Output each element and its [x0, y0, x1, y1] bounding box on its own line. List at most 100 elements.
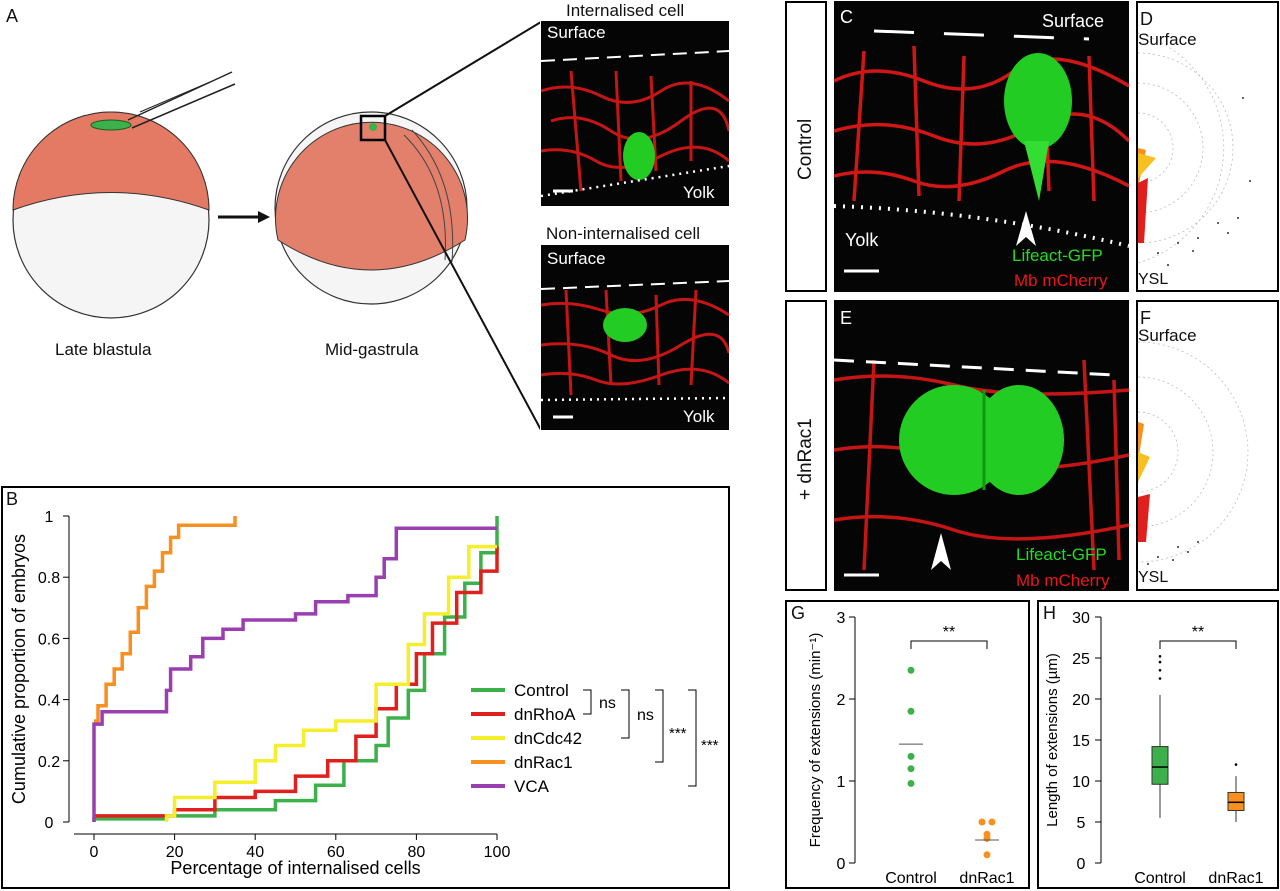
panel-label-h: H — [1043, 603, 1056, 623]
x-tick-label: 0 — [90, 844, 99, 861]
internalised-cell-image: Surface Yolk — [541, 21, 729, 206]
panel-b — [1, 486, 730, 889]
series-line-dncdc42 — [164, 544, 497, 822]
mb-mcherry-label: Mb mCherry — [1014, 271, 1108, 290]
outlier-point — [1158, 677, 1162, 680]
mid-gastrula-label: Mid-gastrula — [325, 340, 419, 359]
late-blastula-embryo — [12, 71, 236, 319]
series-line-dnrac1 — [94, 516, 237, 723]
panel-label-c: C — [840, 7, 853, 27]
significance-label: ns — [599, 695, 616, 712]
row-label-control: Control — [795, 118, 816, 180]
y-tick-label: 0 — [837, 856, 846, 873]
panel-label-f: F — [1140, 308, 1151, 328]
y-axis-title: Frequency of extensions (min⁻¹) — [807, 633, 824, 848]
row-label-box-dnrac1 — [785, 300, 827, 591]
y-tick-label: 0 — [45, 815, 54, 832]
outlier-point — [1234, 763, 1238, 766]
legend-label-vca: VCA — [514, 777, 550, 796]
x-category-label: Control — [1134, 870, 1186, 887]
internalised-title: Internalised cell — [566, 1, 685, 20]
late-blastula-label: Late blastula — [55, 340, 152, 359]
outlier-point — [1158, 660, 1162, 664]
significance-label: ** — [1192, 624, 1204, 641]
panel-label-d: D — [1140, 9, 1153, 29]
yolk-label: Yolk — [845, 230, 879, 250]
x-axis-title: Percentage of internalised cells — [170, 858, 420, 878]
yolk-label: Yolk — [683, 183, 715, 202]
y-tick-label: 10 — [1072, 774, 1090, 791]
y-tick-label: 25 — [1072, 651, 1090, 668]
row-label-box-control — [785, 1, 827, 292]
surface-label: Surface — [547, 249, 606, 268]
x-tick-label: 60 — [327, 844, 345, 861]
significance-bracket — [688, 689, 697, 787]
ysl-label: YSL — [1138, 569, 1169, 586]
surface-label: Surface — [1138, 326, 1197, 345]
mid-gastrula-embryo — [274, 111, 468, 305]
control-cell-image: C Surface Yolk Lifeact-GFP Mb mCherry — [834, 1, 1129, 292]
x-tick-label: 40 — [246, 844, 264, 861]
series-line-vca — [92, 526, 497, 822]
y-tick-label: 15 — [1072, 733, 1090, 750]
data-point — [983, 851, 991, 859]
legend-label-dnrac1: dnRac1 — [514, 753, 573, 772]
mb-mcherry-label: Mb mCherry — [1016, 571, 1110, 590]
panel-label-e: E — [840, 308, 853, 328]
legend-label-dnrhoa: dnRhoA — [514, 705, 576, 724]
data-point — [907, 666, 915, 674]
y-tick-label: 20 — [1072, 692, 1090, 709]
lifeact-gfp-label: Lifeact-GFP — [1012, 246, 1103, 265]
y-tick-label: 0.6 — [38, 631, 60, 648]
y-tick-label: 3 — [837, 610, 846, 627]
panel-f: F Surface YSL — [1136, 300, 1279, 591]
y-tick-label: 0.2 — [38, 754, 60, 771]
y-tick-label: 0 — [1077, 856, 1086, 873]
data-point — [907, 765, 915, 773]
cumulative-chart: 0 20 40 60 80 100 0 0.2 0.4 0.6 0.8 1 Percentage of … — [9, 509, 719, 878]
x-category-label: dnRac1 — [1208, 870, 1263, 887]
x-category-label: dnRac1 — [959, 870, 1014, 887]
significance-bracket — [621, 689, 630, 739]
y-tick-label: 1 — [45, 509, 54, 526]
significance-label: ns — [637, 707, 654, 724]
significance-bracket — [655, 689, 664, 763]
panel-label-a: A — [6, 6, 19, 26]
embryo-illustration — [12, 21, 540, 431]
panel-h — [1037, 600, 1279, 889]
x-category-label: Control — [885, 870, 937, 887]
dnrac1-cell-image: E Lifeact-GFP Mb mCherry — [834, 300, 1129, 591]
y-tick-label: 1 — [837, 774, 846, 791]
y-tick-label: 5 — [1077, 815, 1086, 832]
panel-d: D Surface YSL — [1136, 1, 1279, 292]
noninternalised-title: Non-internalised cell — [546, 224, 701, 243]
y-tick-label: 2 — [837, 692, 846, 709]
y-axis-title: Cumulative proportion of embryos — [9, 534, 29, 804]
frequency-chart: 0 1 2 3 Frequency of extensions (min⁻¹) Contr… — [807, 610, 1015, 887]
data-point — [907, 779, 915, 787]
legend-label-control: Control — [514, 681, 569, 700]
series-line-control — [92, 516, 499, 822]
data-point — [907, 707, 915, 715]
y-tick-label: 30 — [1072, 610, 1090, 627]
y-tick-label: 0.4 — [38, 693, 60, 710]
outlier-point — [1158, 655, 1162, 658]
x-tick-label: 20 — [166, 844, 184, 861]
series-line-dnrhoa — [94, 546, 499, 818]
y-tick-label: 0.8 — [38, 570, 60, 587]
data-point — [978, 818, 986, 826]
ysl-label: YSL — [1138, 271, 1169, 288]
panel-label-g: G — [791, 603, 806, 623]
significance-bracket — [1159, 640, 1237, 649]
surface-label: Surface — [547, 23, 606, 42]
outlier-point — [1158, 669, 1162, 672]
significance-label: *** — [701, 737, 719, 754]
noninternalised-cell-image: Surface Yolk — [541, 245, 729, 430]
length-chart: 0 5 10 15 20 25 30 Length of extensions (µm) Con… — [1044, 610, 1264, 887]
significance-bracket — [910, 640, 988, 649]
data-point — [988, 818, 996, 826]
row-label-dnrac1: + dnRac1 — [795, 418, 816, 500]
data-point — [907, 752, 915, 760]
significance-label: *** — [669, 725, 687, 742]
data-point — [983, 834, 991, 842]
